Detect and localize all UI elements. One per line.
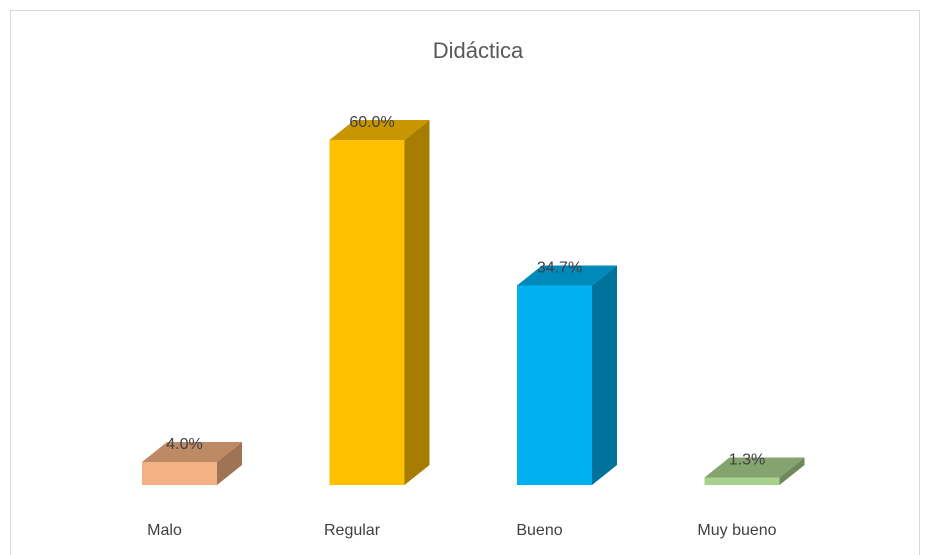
data-label: 4.0% <box>166 436 202 453</box>
bar-side <box>217 442 242 485</box>
bar <box>517 285 592 485</box>
bar <box>329 140 405 485</box>
chart-title: Didáctica <box>433 38 524 63</box>
bar-side <box>404 120 430 485</box>
bar-top <box>517 265 617 286</box>
x-tick-label: Muy bueno <box>697 522 776 539</box>
bar <box>704 477 780 485</box>
bar-side <box>779 457 805 485</box>
bar-top <box>704 457 805 478</box>
x-tick-label: Bueno <box>516 522 562 539</box>
data-label: 1.3% <box>729 452 765 469</box>
bar-top <box>329 120 430 140</box>
bar-top <box>142 442 242 462</box>
bar <box>142 462 217 485</box>
bar-side <box>592 265 617 485</box>
data-label: 34.7% <box>537 260 582 277</box>
x-tick-label: Malo <box>147 522 182 539</box>
data-label: 60.0% <box>349 114 394 131</box>
x-tick-label: Regular <box>324 522 381 539</box>
